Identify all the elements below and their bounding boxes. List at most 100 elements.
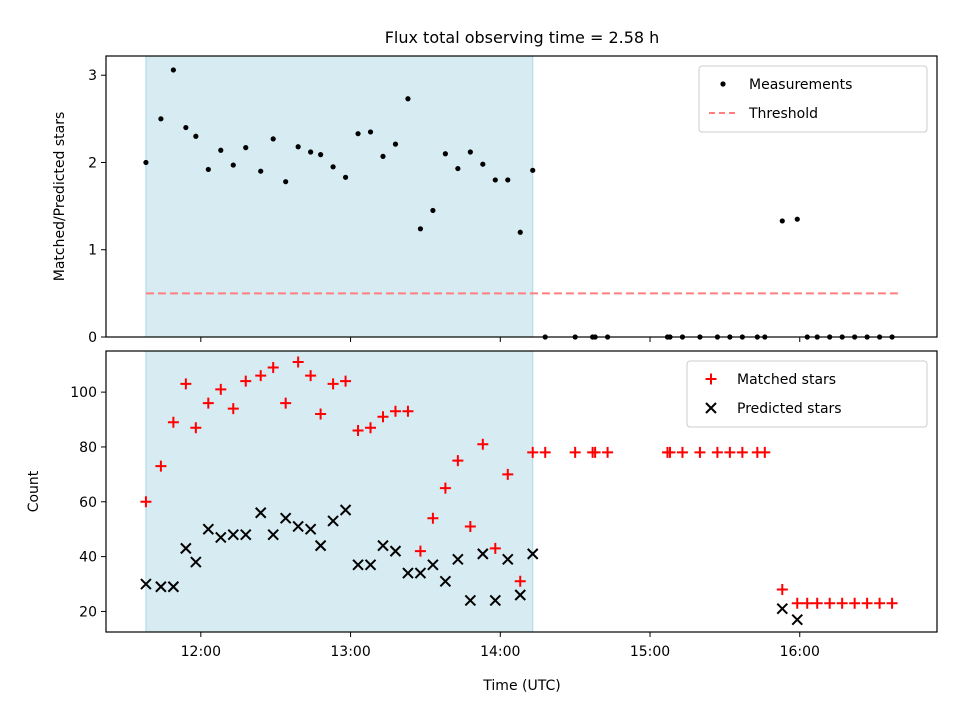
legend-marker-icon	[705, 402, 717, 414]
top-panel: 0 1 2 3 Matched/Predicted stars Measurements T…	[52, 55, 938, 346]
data-point	[315, 408, 327, 420]
legend-label: Threshold	[748, 106, 818, 122]
data-point	[779, 218, 785, 224]
data-point	[202, 397, 214, 409]
data-point	[243, 145, 249, 151]
data-point	[439, 482, 451, 494]
data-point	[367, 129, 374, 135]
data-point	[430, 207, 436, 214]
x-tick-label: 14:00	[480, 644, 520, 660]
data-point	[155, 460, 167, 472]
data-point	[527, 548, 539, 560]
data-point	[355, 131, 361, 137]
data-point	[477, 548, 489, 560]
data-point	[464, 594, 477, 607]
data-point	[227, 403, 239, 415]
data-point	[190, 556, 202, 568]
y-axis-label: Count	[26, 470, 42, 512]
data-point	[339, 504, 352, 516]
data-point	[427, 559, 439, 571]
data-point	[292, 356, 304, 368]
data-point	[155, 581, 167, 593]
data-point	[664, 446, 676, 458]
data-point	[240, 528, 252, 541]
data-point	[292, 520, 304, 533]
data-point	[340, 375, 352, 387]
data-point	[255, 507, 267, 519]
data-point	[676, 446, 688, 458]
y-axis-label: Matched/Predicted stars	[52, 112, 68, 282]
data-point	[258, 168, 264, 174]
data-point	[167, 416, 179, 428]
data-point	[389, 545, 402, 557]
data-point	[569, 446, 581, 458]
data-point	[170, 67, 176, 73]
data-point	[314, 539, 327, 552]
legend: Measurements Threshold	[698, 65, 928, 133]
data-point	[352, 425, 364, 437]
data-point	[417, 226, 424, 232]
data-point	[480, 161, 486, 167]
data-point	[414, 545, 426, 557]
data-point	[502, 553, 514, 566]
data-point	[267, 361, 279, 373]
data-point	[365, 422, 377, 434]
data-point	[193, 133, 199, 139]
data-point	[143, 159, 149, 166]
x-tick-label: 13:00	[330, 644, 370, 660]
legend: Matched stars Predicted stars	[686, 360, 928, 428]
data-point	[791, 613, 803, 626]
data-point	[492, 177, 498, 183]
data-point	[364, 559, 377, 571]
data-point	[464, 520, 476, 532]
legend-label: Matched stars	[737, 372, 836, 388]
data-point	[811, 597, 823, 609]
data-point	[342, 174, 349, 180]
data-point	[227, 528, 239, 541]
data-point	[489, 594, 502, 607]
data-point	[270, 136, 276, 142]
data-point	[517, 229, 523, 235]
data-point	[502, 468, 514, 480]
data-point	[776, 584, 788, 596]
data-point	[439, 575, 452, 587]
data-point	[402, 405, 414, 417]
observing-window-shade	[145, 350, 534, 633]
data-point	[776, 602, 788, 615]
data-point	[295, 144, 301, 150]
legend-label: Measurements	[749, 77, 852, 93]
data-point	[477, 438, 489, 450]
observing-window-shade	[145, 55, 534, 338]
data-point	[380, 153, 386, 159]
y-tick-label: 40	[79, 550, 97, 566]
data-point	[402, 567, 414, 579]
data-point	[836, 597, 848, 609]
x-tick-label: 16:00	[780, 644, 820, 660]
data-point	[589, 446, 601, 458]
data-point	[352, 559, 364, 571]
data-point	[280, 397, 292, 409]
data-point	[824, 597, 836, 609]
data-point	[304, 523, 317, 535]
data-point	[694, 446, 706, 458]
data-point	[861, 597, 873, 609]
data-point	[230, 162, 236, 168]
y-tick-label: 100	[70, 385, 97, 401]
x-tick-label: 12:00	[181, 644, 221, 660]
x-axis-label: Time (UTC)	[482, 678, 560, 694]
data-point	[158, 116, 164, 122]
data-point	[255, 370, 267, 382]
y-tick-label: 2	[88, 155, 97, 171]
data-point	[267, 528, 279, 541]
data-point	[167, 581, 180, 593]
data-point	[874, 597, 886, 609]
legend-marker-icon	[720, 81, 726, 87]
data-point	[452, 553, 464, 566]
data-point	[392, 141, 399, 147]
data-point	[215, 531, 227, 544]
data-point	[736, 446, 748, 458]
legend-label: Predicted stars	[737, 401, 842, 417]
data-point	[180, 542, 192, 555]
y-tick-label: 80	[79, 440, 97, 456]
